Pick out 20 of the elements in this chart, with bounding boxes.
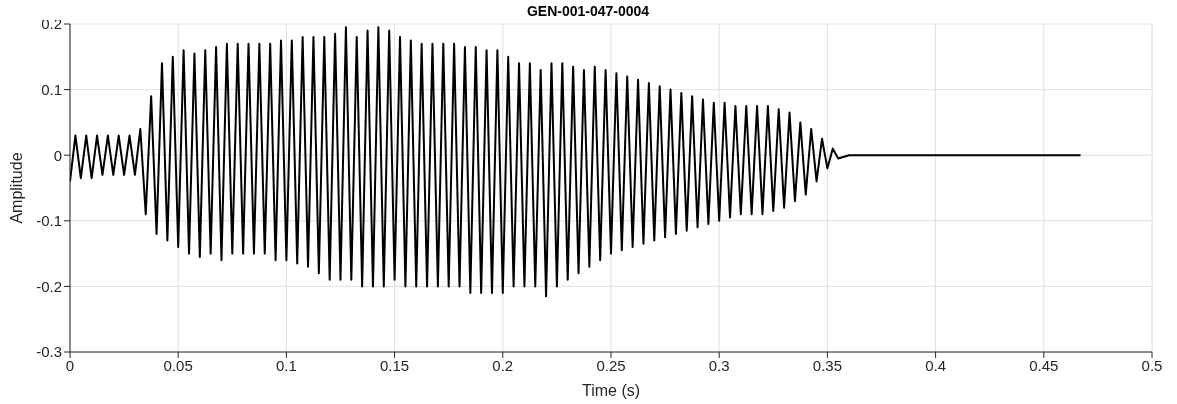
x-tick-label: 0.15 [380,356,410,374]
y-tick-label: -0.2 [36,277,62,295]
x-tick-label: 0.5 [1141,356,1163,374]
x-tick-label: 0.1 [275,356,297,374]
y-tick-label: 0.1 [41,80,62,98]
x-tick-label: 0.35 [812,356,842,374]
x-axis-title: Time (s) [581,382,641,399]
chart-title: GEN-001-047-0004 [526,3,650,19]
y-axis-title: Amplitude [7,152,25,224]
x-tick-label: 0.4 [925,356,947,374]
line-series [70,26,1082,298]
y-tick-label: -0.3 [36,343,62,361]
x-tick-label: 0.25 [596,356,626,374]
x-tick-label: 0.2 [492,356,514,374]
y-tick-label: 0 [53,146,62,164]
x-tick-label: 0.05 [163,356,193,374]
x-tick-label: 0.3 [708,356,730,374]
y-tick-label: -0.1 [36,212,62,230]
x-tick-label: 0 [65,356,75,374]
x-tick-label: 0.45 [1029,356,1059,374]
